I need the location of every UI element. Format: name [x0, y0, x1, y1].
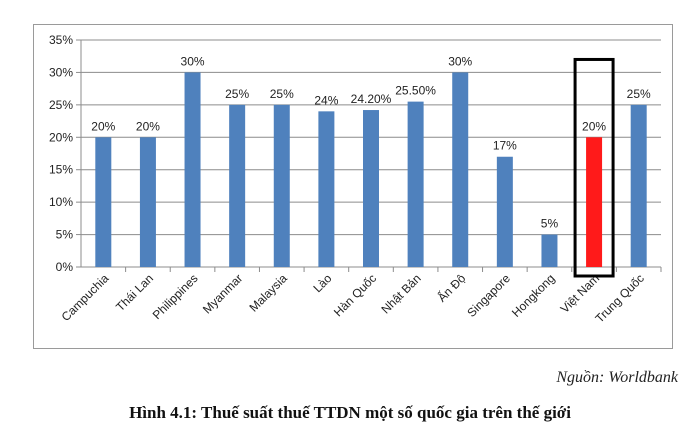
bar-chart: 0% 5% 10% 15% 20% 25% 30% 35% 20% Campuchia 20% Thá…: [49, 33, 662, 326]
x-tick-label: Thái Lan: [113, 271, 156, 314]
x-tick-label: Trung Quốc: [592, 271, 646, 325]
bar: [318, 111, 335, 267]
bar: [363, 110, 379, 267]
data-label: 30%: [448, 54, 472, 68]
data-label: 17%: [493, 139, 517, 153]
bar: [184, 72, 201, 267]
y-tick-label: 5%: [56, 228, 74, 242]
bar: [229, 104, 246, 267]
x-tick-label: Philippines: [150, 271, 201, 322]
x-tick-label: Singapore: [464, 271, 513, 320]
x-tick-label: Nhật Bản: [378, 271, 423, 316]
y-tick-label: 20%: [49, 130, 73, 144]
data-label: 30%: [181, 54, 205, 68]
y-tick-label: 25%: [49, 98, 73, 112]
y-tick-label: 0%: [56, 260, 74, 274]
highlight-box: [573, 57, 615, 278]
x-tick-label: Việt Nam: [558, 271, 603, 316]
bar: [273, 104, 290, 267]
data-label: 24%: [314, 93, 338, 107]
x-tick-label: Campuchia: [59, 271, 112, 324]
y-tick-label: 10%: [49, 195, 73, 209]
x-tick-label: Lào: [310, 271, 334, 295]
data-label: 20%: [91, 119, 115, 133]
data-label: 5%: [541, 217, 559, 231]
source-note: Nguồn: Worldbank: [556, 369, 678, 386]
x-tick-label: Malaysia: [247, 271, 291, 315]
figure-caption: Hình 4.1: Thuế suất thuế TTDN một số quố…: [129, 403, 571, 422]
bar: [452, 72, 469, 267]
bar: [407, 101, 424, 267]
bar: [95, 137, 112, 267]
bar: [496, 156, 513, 267]
y-tick-label: 30%: [49, 65, 73, 79]
data-label: 25%: [627, 87, 651, 101]
data-label: 25%: [225, 87, 249, 101]
bar-highlight: [586, 137, 603, 267]
x-tick-label: Hàn Quốc: [331, 271, 379, 319]
y-tick-label: 35%: [49, 33, 73, 47]
y-tick-label: 15%: [49, 163, 73, 177]
data-label: 20%: [136, 119, 160, 133]
data-label: 24.20%: [351, 92, 392, 106]
chart-frame: 0% 5% 10% 15% 20% 25% 30% 35% 20% Campuchia 20% Thá…: [33, 24, 673, 349]
data-label: 25.50%: [395, 84, 436, 98]
data-label: 20%: [582, 119, 606, 133]
data-label: 25%: [270, 87, 294, 101]
bar: [630, 104, 647, 267]
x-tick-label: Hongkong: [509, 271, 558, 320]
bar: [541, 234, 558, 267]
x-tick-label: Ấn Độ: [434, 270, 468, 304]
bar: [139, 137, 156, 267]
x-tick-label: Myanmar: [200, 271, 245, 316]
